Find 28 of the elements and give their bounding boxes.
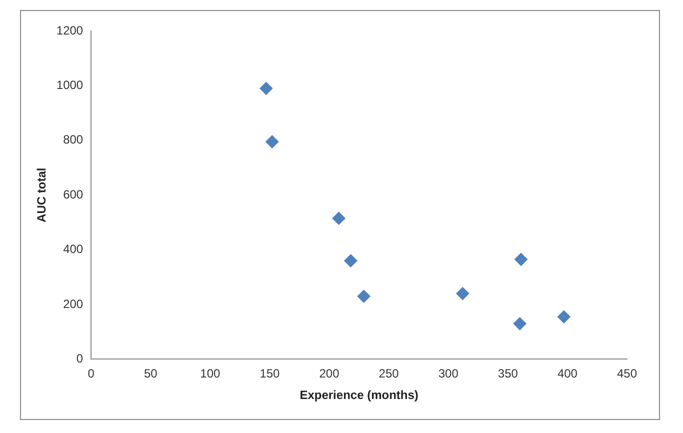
x-tick-label: 50 xyxy=(144,366,158,381)
point xyxy=(357,290,370,303)
point xyxy=(266,135,279,148)
y-tick-label: 600 xyxy=(63,187,84,202)
x-tick-label: 250 xyxy=(378,366,400,381)
point xyxy=(332,212,346,225)
y-tick-label: 1000 xyxy=(56,78,84,92)
point xyxy=(514,252,528,266)
point xyxy=(456,287,470,300)
point xyxy=(260,82,273,95)
x-tick-label: 100 xyxy=(200,366,221,381)
y-tick-label: 400 xyxy=(63,242,84,256)
point xyxy=(557,310,570,324)
y-tick-label: 0 xyxy=(76,352,84,366)
point xyxy=(344,254,358,268)
x-tick-label: 450 xyxy=(616,366,638,381)
x-axis-title: Experience (months) xyxy=(300,388,418,402)
x-tick-label: 0 xyxy=(88,366,95,381)
x-tick-label: 400 xyxy=(557,366,578,381)
y-axis-title: AUC total xyxy=(34,168,49,222)
x-tick-label: 350 xyxy=(498,366,518,381)
x-tick-label: 200 xyxy=(319,366,340,381)
x-tick-label: 150 xyxy=(260,366,280,381)
x-tick-label: 300 xyxy=(438,366,459,381)
y-tick-label: 800 xyxy=(63,132,84,147)
point xyxy=(513,317,526,330)
y-tick-label: 200 xyxy=(63,296,84,311)
y-tick-label: 1200 xyxy=(56,23,84,38)
